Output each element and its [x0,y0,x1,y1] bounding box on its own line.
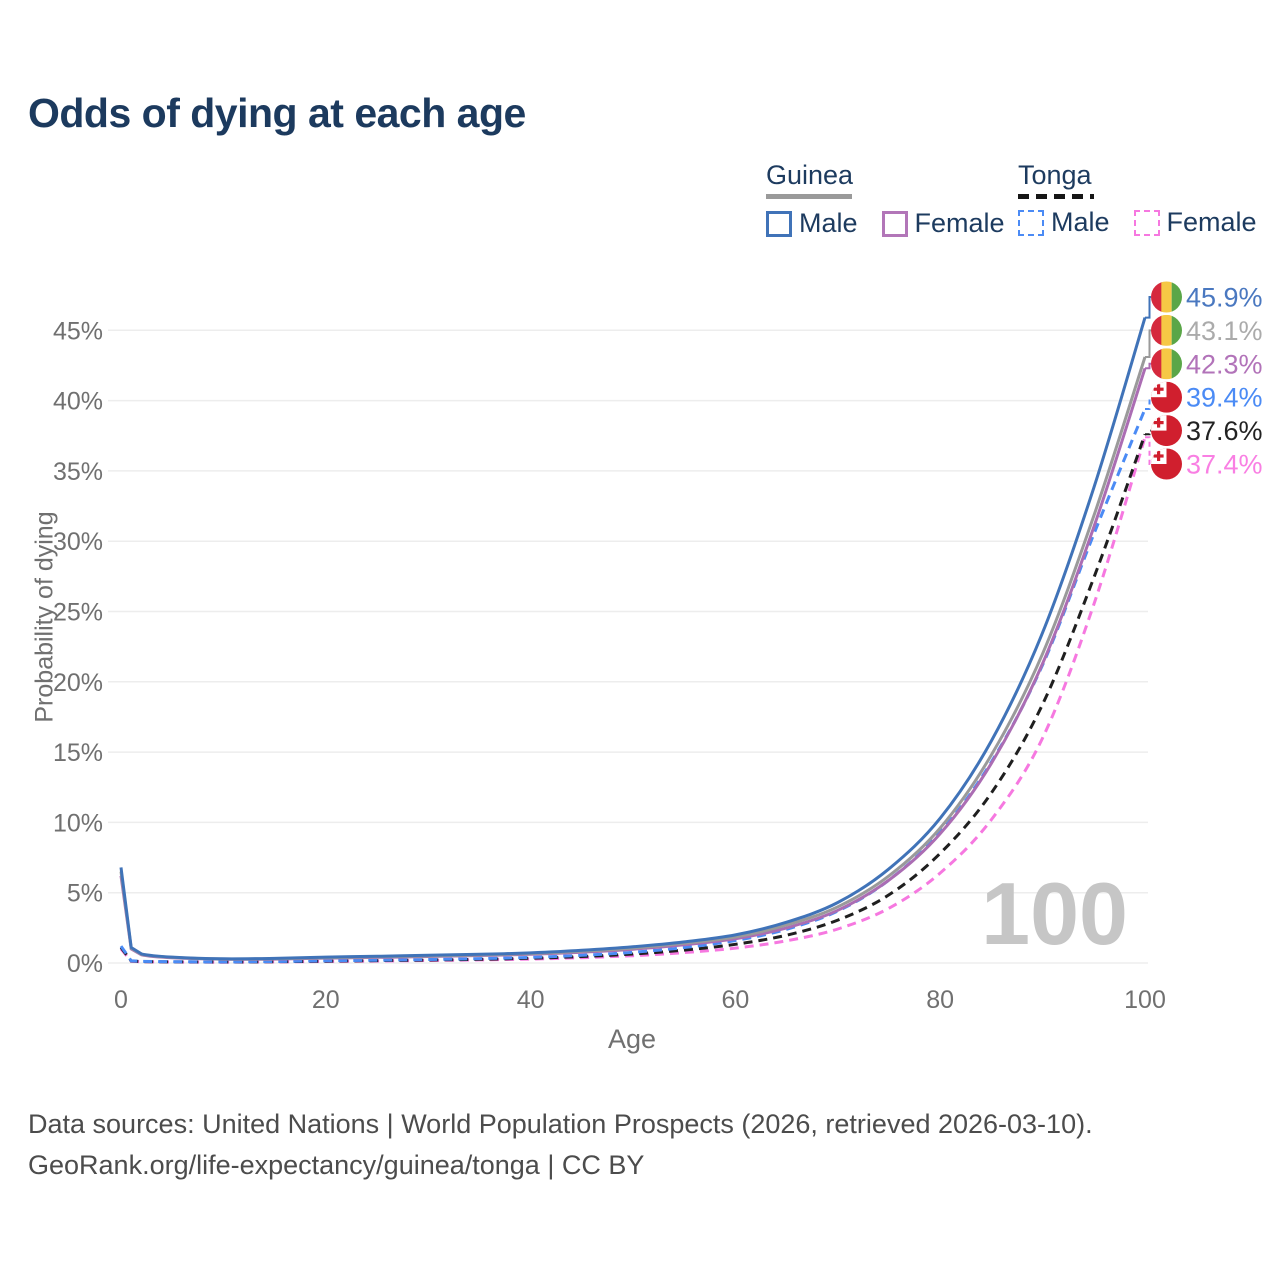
tonga-female-swatch-icon [1133,209,1160,236]
legend-tonga-line-sample [1018,194,1094,199]
legend-item-label: Female [914,208,1005,238]
guinea-flag-icon [1151,314,1182,346]
legend-group-guinea: Guinea Male Female [766,160,1005,239]
x-tick-label: 20 [312,986,340,1014]
legend-item-guinea-male[interactable]: Male [766,208,858,239]
legend-item-label: Male [799,208,858,238]
footer-attribution: Data sources: United Nations | World Pop… [28,1104,1093,1186]
tonga-flag-icon [1151,448,1182,480]
y-tick-label: 15% [53,739,103,767]
guinea-flag-icon [1151,281,1182,313]
end-value-label-tonga-male: 39.4% [1186,383,1263,413]
legend-guinea-title: Guinea [766,160,854,190]
end-value-label-guinea-both-sexes: 43.1% [1186,316,1263,346]
legend-tonga-title: Tonga [1018,160,1092,190]
y-axis-title: Probability of dying [30,511,59,723]
y-tick-label: 40% [53,388,103,416]
tonga-flag-icon [1151,415,1182,447]
end-value-label-guinea-female: 42.3% [1186,349,1263,379]
end-label-connector [1145,436,1151,465]
legend-item-tonga-female[interactable]: Female [1133,207,1257,238]
data-sources-line: Data sources: United Nations | World Pop… [28,1109,1093,1139]
x-axis-title: Age [607,1024,657,1054]
end-label-connector [1145,429,1151,436]
y-tick-label: 0% [67,950,103,978]
legend-item-tonga-male[interactable]: Male [1018,207,1110,238]
x-tick-label: 100 [1124,986,1166,1014]
end-value-label-tonga-both-sexes: 37.6% [1186,416,1263,446]
legend-group-tonga: Tonga Male Female [1018,160,1257,238]
series-line-tonga-female [119,436,1147,964]
y-tick-label: 10% [53,809,103,837]
page-title: Odds of dying at each age [28,90,526,136]
end-label-connector [1145,396,1151,410]
guinea-flag-icon [1151,348,1182,380]
legend-item-guinea-female[interactable]: Female [881,208,1005,239]
guinea-male-swatch-icon [766,210,792,237]
end-label-connector [1145,296,1151,319]
series-line-tonga-male [119,408,1147,964]
x-tick-label: 80 [926,986,954,1014]
legend-item-label: Female [1166,207,1257,237]
legend-item-label: Male [1051,207,1110,237]
y-tick-label: 35% [53,458,103,486]
end-value-label-tonga-female: 37.4% [1186,450,1263,480]
y-tick-label: 25% [53,599,103,627]
guinea-female-swatch-icon [881,210,908,237]
x-tick-label: 40 [517,986,545,1014]
legend-guinea-line-sample [766,194,852,199]
x-tick-label: 60 [721,986,749,1014]
end-label-connector [1145,362,1151,370]
watermark-age-100: 100 [981,864,1128,963]
y-tick-label: 5% [67,880,103,908]
x-tick-label: 0 [114,986,128,1014]
y-tick-label: 20% [53,669,103,697]
series-line-guinea-male [119,317,1147,961]
end-label-connector [1145,329,1151,358]
tonga-flag-icon [1151,381,1182,413]
source-url-line: GeoRank.org/life-expectancy/guinea/tonga… [28,1150,645,1180]
tonga-male-swatch-icon [1018,209,1044,236]
y-tick-label: 45% [53,317,103,345]
end-value-label-guinea-male: 45.9% [1186,283,1263,313]
y-tick-label: 30% [53,528,103,556]
